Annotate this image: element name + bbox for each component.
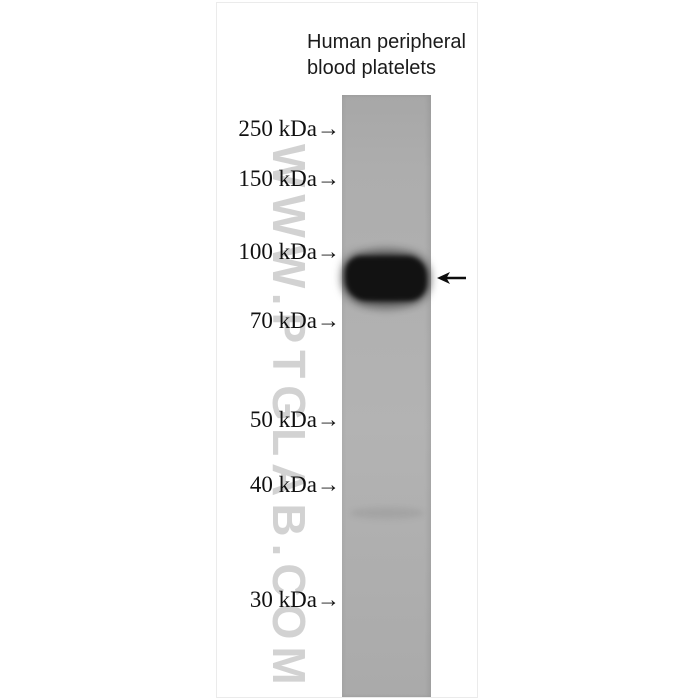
protein-band bbox=[345, 256, 427, 301]
marker-50kda: 50 kDa→ bbox=[249, 407, 340, 432]
marker-150kda: 150 kDa→ bbox=[238, 166, 340, 191]
band-pointer-left-arrow-icon bbox=[437, 272, 466, 284]
marker-30kda: 30 kDa→ bbox=[249, 587, 340, 612]
watermark-text: WWW.PTGLAB.COM bbox=[263, 144, 315, 692]
marker-250kda: 250 kDa→ bbox=[238, 116, 340, 141]
sample-label-line1: Human peripheral bbox=[307, 31, 466, 53]
gel-lane bbox=[339, 95, 433, 697]
sample-label: Human peripheral blood platelets bbox=[307, 29, 466, 81]
sample-label-line2: blood platelets bbox=[307, 57, 436, 79]
faint-nonspecific-band bbox=[350, 507, 424, 519]
marker-70kda: 70 kDa→ bbox=[249, 308, 340, 333]
marker-40kda: 40 kDa→ bbox=[249, 472, 340, 497]
marker-100kda: 100 kDa→ bbox=[238, 239, 340, 264]
